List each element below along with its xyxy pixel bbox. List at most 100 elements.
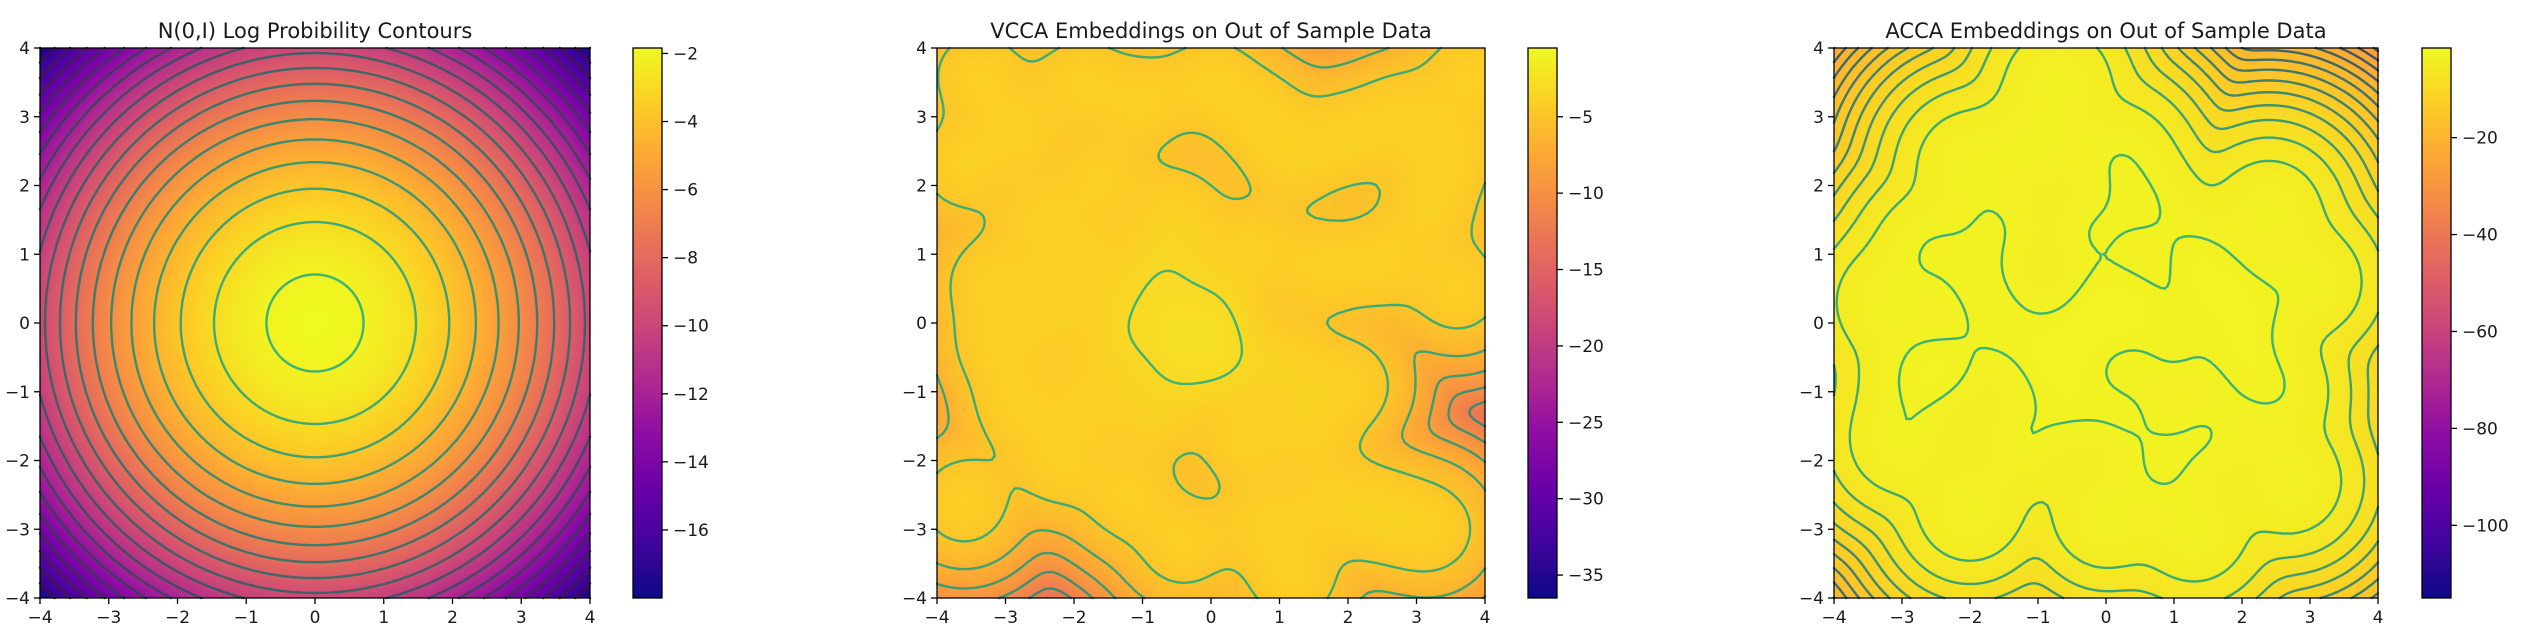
y-tick-label: 2 <box>19 177 30 197</box>
contour-level <box>130 138 500 508</box>
x-tick-label: 4 <box>585 608 596 628</box>
x-tick-label: 3 <box>516 608 527 628</box>
y-tick-label: −2 <box>5 452 30 472</box>
contour-level <box>38 46 592 600</box>
colorbar-tick-label: −25 <box>1568 413 1604 433</box>
x-tick-label: 2 <box>1343 608 1354 628</box>
colorbar-tick-label: −14 <box>673 453 709 473</box>
colorbar-tick-label: −5 <box>1568 108 1593 128</box>
contour-level <box>935 369 1487 600</box>
colorbar-tick-label: −35 <box>1568 566 1604 586</box>
y-tick-label: 1 <box>916 245 927 265</box>
contour-level <box>1832 46 2380 600</box>
y-tick-label: −3 <box>902 520 927 540</box>
contour-level <box>1897 153 2286 486</box>
contour-level <box>1127 269 1244 386</box>
colorbar-frame <box>632 47 663 599</box>
chart-panel-1: N(0,I) Log Probibility Contours−4 −3 −2 −1 0… <box>5 19 709 628</box>
y-tick-label: 1 <box>19 245 30 265</box>
x-tick-label: −3 <box>96 608 121 628</box>
contour-level <box>74 82 556 564</box>
colorbar-tick-label: −2 <box>673 44 698 64</box>
contour-level <box>58 66 572 580</box>
heatmap-image <box>40 48 590 598</box>
chart-title: VCCA Embeddings on Out of Sample Data <box>990 19 1432 43</box>
colorbar <box>1528 48 1557 598</box>
colorbar-tick-label: −8 <box>673 249 698 269</box>
y-tick-label: 2 <box>1813 177 1824 197</box>
x-tick-label: −1 <box>2025 608 2050 628</box>
y-tick-label: −1 <box>5 383 30 403</box>
y-tick-label: 3 <box>1813 108 1824 128</box>
x-tick-label: 0 <box>2101 608 2112 628</box>
contour-lines <box>1832 46 2380 600</box>
y-tick-label: 4 <box>19 39 30 59</box>
x-tick-label: −2 <box>165 608 190 628</box>
contour-level <box>1832 46 2380 600</box>
x-tick-label: −4 <box>1821 608 1846 628</box>
y-tick-label: −4 <box>1799 589 1824 609</box>
y-tick-label: −3 <box>1799 520 1824 540</box>
colorbar <box>633 48 662 598</box>
x-tick-label: −3 <box>993 608 1018 628</box>
x-tick-label: 4 <box>1480 608 1491 628</box>
contour-level <box>1832 46 2380 600</box>
colorbar-tick-label: −16 <box>673 521 709 541</box>
x-tick-label: 1 <box>2169 608 2180 628</box>
contour-level <box>179 187 451 459</box>
x-tick-label: 4 <box>2373 608 2384 628</box>
contour-level <box>1835 46 2363 583</box>
y-tick-label: 0 <box>19 314 30 334</box>
y-tick-label: −4 <box>5 589 30 609</box>
x-tick-label: −1 <box>1130 608 1155 628</box>
colorbar-tick-label: −40 <box>2462 226 2498 246</box>
y-tick-label: 3 <box>19 108 30 128</box>
contour-level <box>1832 46 2380 600</box>
y-tick-label: −1 <box>902 383 927 403</box>
chart-title: ACCA Embeddings on Out of Sample Data <box>1885 19 2326 43</box>
contour-level <box>38 46 592 600</box>
x-tick-label: 1 <box>1274 608 1285 628</box>
y-tick-label: −3 <box>5 520 30 540</box>
contour-level <box>91 99 539 547</box>
y-tick-label: 4 <box>1813 39 1824 59</box>
chart-panel-3: ACCA Embeddings on Out of Sample Data−4−… <box>1799 19 2509 628</box>
x-tick-label: 2 <box>2237 608 2248 628</box>
colorbar <box>2422 48 2451 598</box>
contour-level <box>38 46 592 600</box>
x-tick-label: −4 <box>924 608 949 628</box>
x-tick-label: −4 <box>27 608 52 628</box>
contour-level <box>935 46 1487 600</box>
contour-lines <box>38 46 592 600</box>
y-tick-label: 0 <box>1813 314 1824 334</box>
x-tick-label: −1 <box>234 608 259 628</box>
colorbar-tick-label: −60 <box>2462 322 2498 342</box>
colorbar-tick-label: −6 <box>673 181 698 201</box>
contour-level <box>38 46 592 600</box>
x-tick-label: 3 <box>2305 608 2316 628</box>
x-tick-label: −2 <box>1957 608 1982 628</box>
x-tick-label: 1 <box>378 608 389 628</box>
y-tick-label: 3 <box>916 108 927 128</box>
colorbar-frame <box>2421 47 2452 599</box>
x-tick-label: 0 <box>310 608 321 628</box>
x-tick-label: 2 <box>447 608 458 628</box>
contour-level <box>1832 46 2380 600</box>
colorbar-tick-label: −15 <box>1568 261 1604 281</box>
contour-level <box>38 46 592 600</box>
x-tick-label: −3 <box>1889 608 1914 628</box>
y-tick-label: 2 <box>916 177 927 197</box>
contour-level <box>38 46 592 600</box>
contour-level <box>110 118 520 528</box>
x-tick-label: 0 <box>1206 608 1217 628</box>
heatmap-image <box>937 48 1485 598</box>
contour-level <box>265 273 365 373</box>
contour-level <box>212 220 418 426</box>
colorbar-tick-label: −12 <box>673 385 709 405</box>
colorbar-tick-label: −100 <box>2462 516 2509 536</box>
contour-level <box>1832 46 2380 600</box>
colorbar-tick-label: −10 <box>673 317 709 337</box>
colorbar-tick-label: −20 <box>1568 337 1604 357</box>
colorbar-tick-label: −10 <box>1568 184 1604 204</box>
